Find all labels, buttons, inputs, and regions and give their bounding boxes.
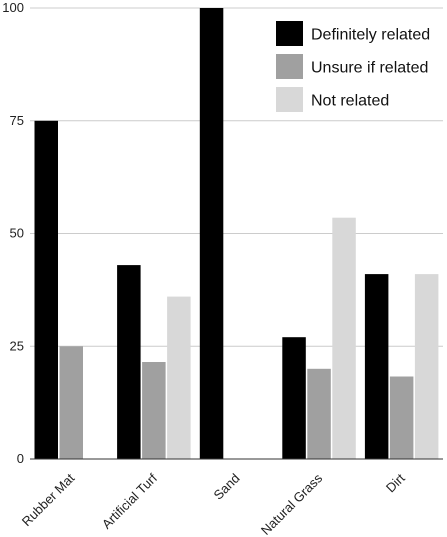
bar-rubber-mat-series-1 — [59, 346, 83, 460]
bar-artificial-turf-series-1 — [142, 362, 166, 459]
bar-dirt-series-0 — [364, 274, 389, 459]
x-category-label: Sand — [211, 471, 243, 503]
x-category-label: Artificial Turf — [99, 470, 160, 531]
x-category-label: Dirt — [383, 470, 408, 495]
y-tick-label: 50 — [10, 226, 24, 241]
y-tick-label: 25 — [10, 338, 24, 353]
bar-natural-grass-series-0 — [282, 337, 306, 459]
legend-label: Definitely related — [311, 27, 430, 44]
bar-group — [34, 8, 439, 460]
legend-label: Unsure if related — [311, 60, 428, 77]
legend: Definitely related Unsure if related Not r… — [276, 21, 430, 112]
bar-dirt-series-2 — [414, 274, 439, 459]
legend-swatch — [276, 87, 303, 112]
bar-artificial-turf-series-2 — [167, 296, 191, 459]
y-tick-label: 100 — [2, 0, 24, 15]
bar-natural-grass-series-2 — [332, 217, 356, 459]
x-category-label: Rubber Mat — [19, 470, 78, 529]
y-tick-label: 75 — [10, 113, 24, 128]
bar-rubber-mat-series-0 — [34, 120, 58, 460]
legend-swatch — [276, 21, 303, 46]
bar-artificial-turf-series-0 — [117, 265, 141, 459]
x-axis-category-labels: Rubber Mat Artificial Turf Sand Natural Gra… — [19, 470, 408, 537]
x-category-label: Natural Grass — [258, 470, 326, 537]
legend-swatch — [276, 54, 303, 79]
y-tick-label: 0 — [17, 451, 24, 466]
bar-natural-grass-series-1 — [307, 368, 331, 459]
bar-dirt-series-1 — [389, 376, 414, 459]
y-axis-tick-labels: 0 25 50 75 100 — [2, 0, 24, 466]
legend-label: Not related — [311, 93, 389, 110]
bar-sand-series-0 — [199, 8, 224, 459]
